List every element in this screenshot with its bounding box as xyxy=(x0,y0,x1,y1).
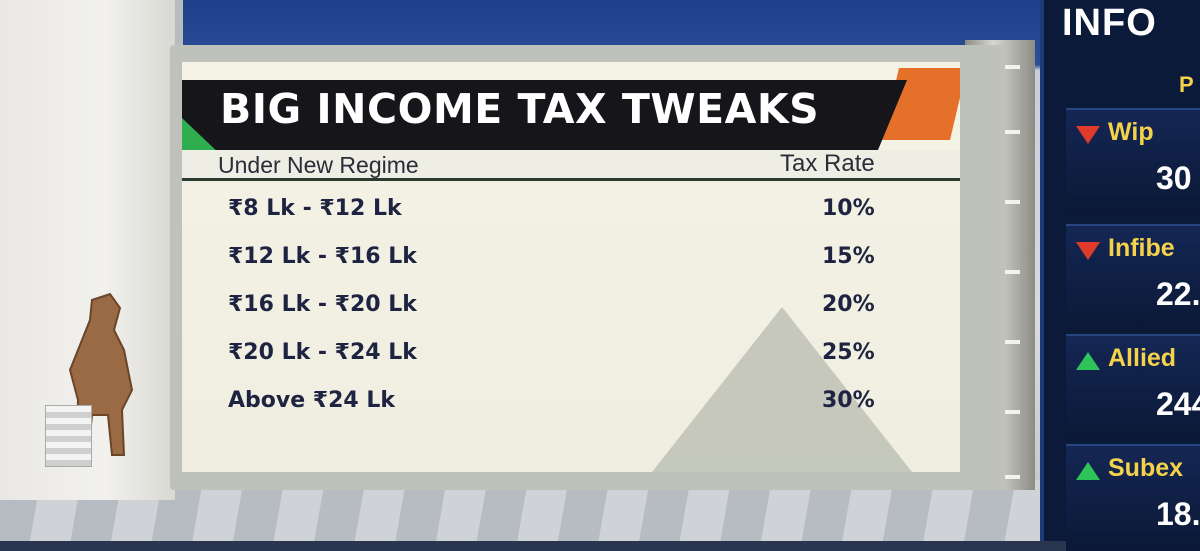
ticker-item-name: Wip xyxy=(1108,118,1154,146)
column-header-regime: Under New Regime xyxy=(218,152,419,178)
tax-slab-range: ₹16 Lk - ₹20 Lk xyxy=(228,292,417,317)
graphic-title: BIG INCOME TAX TWEAKS xyxy=(220,85,820,133)
tax-graphic-board: BIG INCOME TAX TWEAKS Under New Regime T… xyxy=(182,62,960,472)
down-arrow-icon xyxy=(1076,242,1100,260)
tax-slab-row: Above ₹24 Lk 30% xyxy=(182,384,960,424)
column-header-row: Under New Regime Tax Rate xyxy=(182,150,960,181)
tax-slab-row: ₹16 Lk - ₹20 Lk 20% xyxy=(182,288,960,328)
tax-slab-range: ₹8 Lk - ₹12 Lk xyxy=(228,196,402,221)
up-arrow-icon xyxy=(1076,352,1100,370)
tax-slab-range: ₹12 Lk - ₹16 Lk xyxy=(228,244,417,269)
green-corner-tab xyxy=(182,118,222,156)
decor-shelf xyxy=(45,405,92,467)
ticker-item: Wip 30 xyxy=(1066,108,1200,215)
ticker-subtitle: P xyxy=(1179,72,1194,97)
tax-slab-rate: 10% xyxy=(822,196,875,221)
ticker-item: Infibe 22. xyxy=(1066,224,1200,331)
tax-slab-row: ₹12 Lk - ₹16 Lk 15% xyxy=(182,240,960,280)
title-bar xyxy=(182,80,907,150)
ticker-item-name: Allied xyxy=(1108,344,1177,372)
tax-slab-range: ₹20 Lk - ₹24 Lk xyxy=(228,340,417,365)
down-arrow-icon xyxy=(1076,126,1100,144)
stock-ticker-panel: INFO P Wip 30 Infibe 22. Allied 244. Sub… xyxy=(1040,0,1200,551)
ticker-item-price: 18.52 xyxy=(1156,496,1200,532)
up-arrow-icon xyxy=(1076,462,1100,480)
ticker-item: Subex 18.52 xyxy=(1066,444,1200,551)
ticker-item: Allied 244. xyxy=(1066,334,1200,441)
ticker-item-name: Subex xyxy=(1108,454,1184,482)
tax-slab-range: Above ₹24 Lk xyxy=(228,388,396,413)
studio-left-wall xyxy=(0,0,183,500)
tax-slab-rate: 15% xyxy=(822,244,875,269)
tax-slab-row: ₹20 Lk - ₹24 Lk 25% xyxy=(182,336,960,376)
column-header-tax-rate: Tax Rate xyxy=(780,150,875,177)
ticker-item-price: 30 xyxy=(1156,160,1192,196)
ticker-item-name: Infibe xyxy=(1108,234,1175,262)
tax-slab-row: ₹8 Lk - ₹12 Lk 10% xyxy=(182,192,960,232)
ticker-title: INFO xyxy=(1062,2,1157,44)
ticker-item-price: 22. xyxy=(1156,276,1200,312)
tax-slab-rate: 25% xyxy=(822,340,875,365)
decorative-triangle xyxy=(652,307,912,472)
tax-slab-rate: 30% xyxy=(822,388,875,413)
ticker-item-price: 244. xyxy=(1156,386,1200,422)
tax-slab-rate: 20% xyxy=(822,292,875,317)
